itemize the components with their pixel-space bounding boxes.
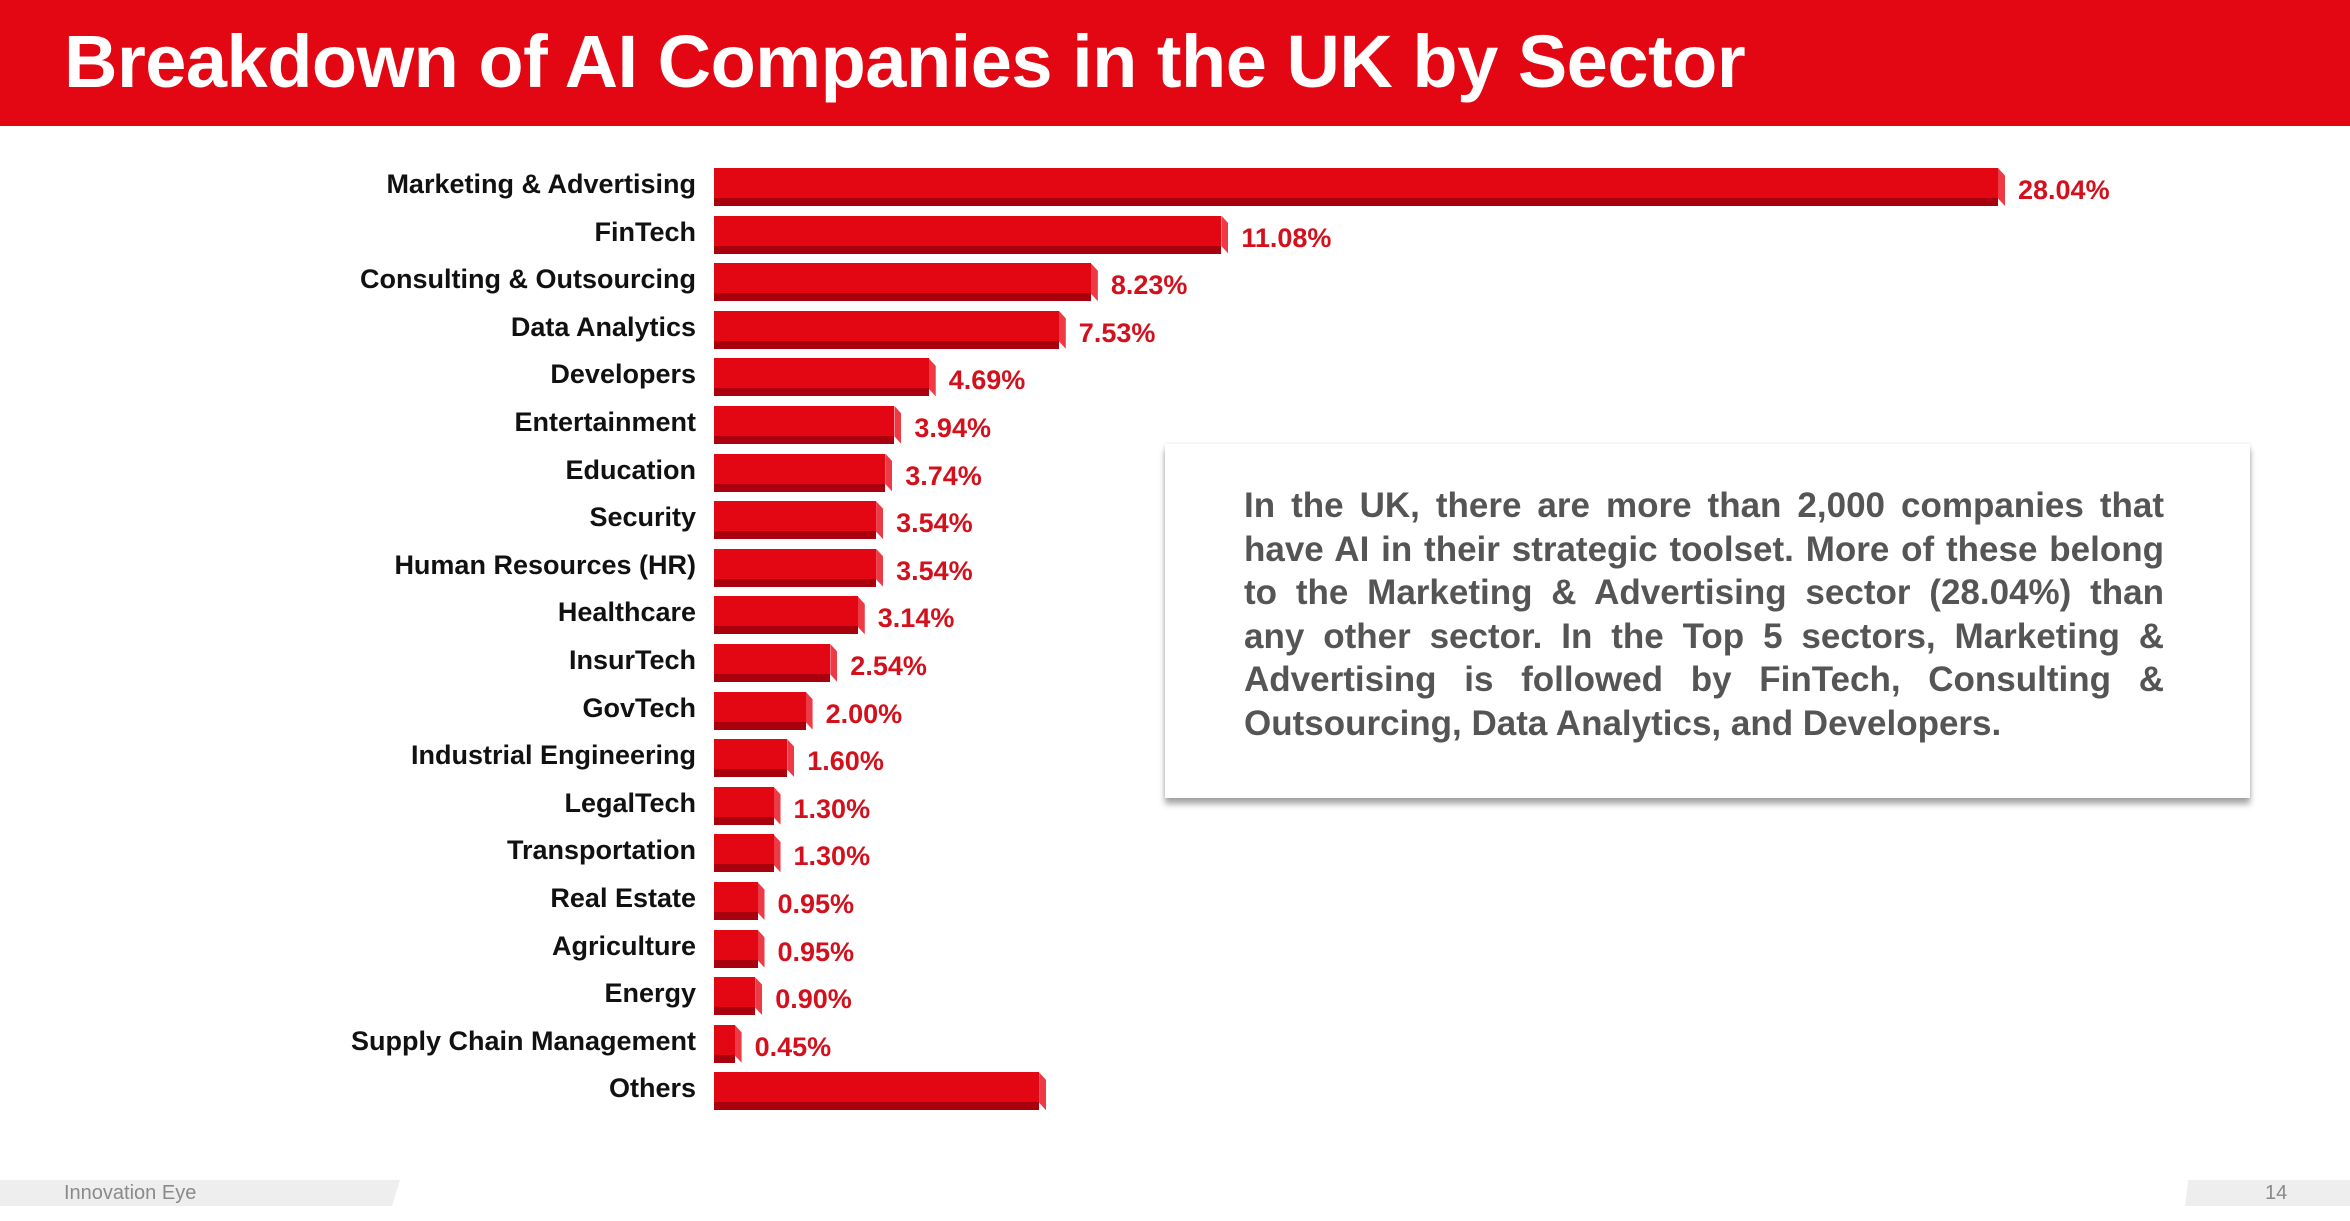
value-label: 3.74% (905, 460, 982, 491)
value-label: 1.30% (793, 841, 871, 872)
chart-row: Energy 0.90% (0, 975, 2350, 1016)
chart-row: FinTech 11.08% (0, 214, 2350, 254)
chart-row: Security 3.54% (0, 499, 2350, 540)
bar (714, 786, 774, 825)
chart-row: Transportation 1.30% (0, 832, 2350, 873)
chart-row: Healthcare 3.14% (0, 594, 2350, 635)
bar (714, 834, 774, 873)
value-label: 3.94% (914, 413, 991, 443)
bar (714, 501, 877, 540)
value-label: 7.53% (1078, 317, 1156, 348)
category-label: Healthcare (557, 597, 696, 628)
chart-row: InsurTech 2.54% (0, 642, 2350, 682)
chart-row: Industrial Engineering 1.60% (0, 737, 2350, 778)
chart-row: Consulting & Outsourcing 8.23% (0, 261, 2350, 302)
category-label: Entertainment (514, 407, 696, 437)
category-label: Supply Chain Management (350, 1025, 696, 1056)
bar (714, 406, 895, 444)
value-label: 0.45% (754, 1031, 832, 1062)
bar (714, 263, 1091, 302)
chart-row: Real Estate 0.95% (0, 880, 2350, 920)
value-label: 3.54% (896, 555, 973, 586)
category-label: Security (589, 502, 696, 533)
title-banner: Breakdown of AI Companies in the UK by S… (0, 0, 2350, 126)
category-label: Marketing & Advertising (386, 169, 696, 199)
bar (714, 739, 788, 778)
value-label: 0.95% (777, 936, 855, 967)
category-label: Others (608, 1073, 696, 1104)
value-label: 2.54% (850, 651, 927, 681)
category-label: Human Resources (HR) (394, 549, 696, 580)
value-label: 3.14% (877, 603, 955, 634)
bar (714, 929, 758, 968)
bar (714, 1072, 1040, 1111)
page-number: 14 (2265, 1182, 2288, 1204)
bar (714, 977, 756, 1016)
chart-row: Others (0, 1070, 2350, 1111)
bar (714, 596, 858, 635)
page-title: Breakdown of AI Companies in the UK by S… (64, 20, 1746, 103)
value-label: 11.08% (1241, 222, 1332, 253)
category-label: FinTech (594, 216, 696, 247)
chart-row: Marketing & Advertising 28.04% (0, 166, 2350, 206)
bar (714, 882, 758, 920)
category-label: Developers (550, 359, 696, 390)
chart-row: Developers 4.69% (0, 356, 2350, 397)
bar (714, 453, 886, 492)
bar (714, 168, 1998, 206)
value-label: 1.30% (793, 793, 871, 824)
bar (714, 310, 1059, 349)
chart-row: Supply Chain Management 0.45% (0, 1023, 2350, 1063)
chart-row: Entertainment 3.94% (0, 404, 2350, 444)
bar (714, 358, 929, 397)
value-label: 2.00% (825, 698, 903, 729)
summary-callout: In the UK, there are more than 2,000 com… (1165, 444, 2250, 798)
bar (714, 691, 806, 730)
chart-row: GovTech 2.00% (0, 690, 2350, 730)
summary-text: In the UK, there are more than 2,000 com… (1244, 486, 2164, 743)
category-label: Agriculture (551, 930, 696, 961)
value-label: 1.60% (807, 746, 884, 777)
category-label: InsurTech (568, 645, 696, 675)
category-label: GovTech (582, 692, 696, 723)
chart-row: Data Analytics 7.53% (0, 309, 2350, 349)
value-label: 4.69% (948, 365, 1026, 396)
footer-page-bar: 14 (2185, 1180, 2350, 1206)
category-label: Consulting & Outsourcing (360, 264, 696, 295)
bar (714, 1024, 735, 1063)
value-label: 28.04% (2018, 175, 2110, 205)
value-label: 0.95% (777, 889, 855, 919)
category-label: Education (565, 454, 696, 485)
chart-row: Agriculture 0.95% (0, 928, 2350, 968)
bar (714, 215, 1222, 254)
bar (714, 644, 831, 682)
footer-brand-bar: Innovation Eye (0, 1180, 400, 1206)
category-label: Industrial Engineering (410, 740, 696, 771)
value-label: 8.23% (1110, 270, 1188, 301)
bar (714, 548, 877, 587)
category-label: Real Estate (550, 883, 696, 913)
footer-brand: Innovation Eye (64, 1182, 197, 1204)
category-label: Transportation (506, 835, 696, 866)
value-label: 3.54% (896, 508, 973, 539)
category-label: Energy (604, 978, 696, 1009)
chart-row: Human Resources (HR) 3.54% (0, 547, 2350, 587)
chart-row: LegalTech 1.30% (0, 785, 2350, 825)
category-label: LegalTech (564, 787, 696, 818)
value-label: 0.90% (775, 984, 852, 1015)
chart-row: Education 3.74% (0, 452, 2350, 492)
category-label: Data Analytics (510, 311, 696, 342)
